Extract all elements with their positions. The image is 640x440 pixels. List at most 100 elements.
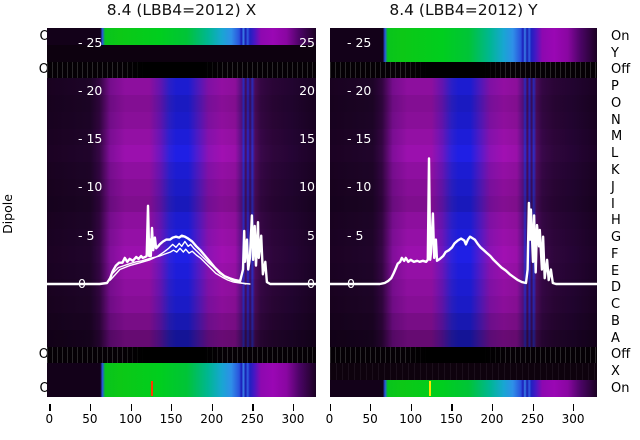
y-tick-label-inner-right: 25 [299,34,315,50]
x-tick-label: 200 [480,412,504,426]
row-label: X [611,364,620,380]
row-label: F [611,246,619,262]
heatmap-row-body [47,329,316,347]
row-label: N [611,112,621,128]
x-tick-label: 0 [45,412,54,426]
heatmap-row-body [47,313,316,330]
heatmap-row-body [47,296,316,314]
row-label: K [611,163,620,178]
x-tick [89,404,92,411]
x-tick-label: 0 [325,412,334,426]
heatmap-row-body [330,111,597,129]
x-tick-label: 150 [159,412,183,426]
x-tick [292,404,295,411]
x-tick [171,404,173,411]
heatmap-row-body [330,262,597,280]
x-tick [49,404,51,411]
heatmap-row-body [330,229,597,246]
heatmap-row-green [47,28,316,45]
x-tick-label: 250 [521,412,544,426]
heatmap-row-body [47,162,316,179]
heatmap-row-body [330,296,597,314]
heatmap-row-body [47,195,316,213]
heatmap-row-body [47,178,316,196]
y-tick-label-inner-right: 0 [307,276,315,291]
row-label: Off [611,62,631,78]
heatmap-row-body [47,279,316,297]
x-tick-label: 50 [362,412,378,426]
x-tick-label: 200 [200,412,224,426]
row-label: P [611,79,619,95]
x-tick [532,404,534,411]
heatmap-row-body [330,145,597,163]
heatmap-row-off [330,346,597,364]
x-tick-label: 50 [82,412,98,426]
x-tick [252,404,254,411]
row-label: On [611,28,630,44]
y-tick-label-inner-right: 5 [307,227,315,243]
x-tick [491,404,494,411]
y-tick-label-inner-left: - 5 [78,227,95,243]
heatmap-row-body [330,195,597,213]
heatmap-row-body [330,78,597,96]
y-tick-label-inner-left: - 15 [347,131,372,147]
row-label: I [611,196,615,212]
heatmap-row-body [330,329,597,347]
x-tick-label: 250 [240,412,264,426]
heatmap-row-body [47,128,316,146]
row-label: E [611,263,620,279]
heatmap-row-body [47,95,316,112]
heatmap-row-body [47,145,316,163]
y-tick-label-inner-left: 0 [78,276,86,291]
y-tick-label-inner-left: - 10 [78,179,103,195]
heatmap-row-body [330,95,597,112]
heatmap-row-green [330,28,597,45]
heatmap-row-green [330,44,597,62]
row-label: B [611,313,620,329]
x-tick [573,404,575,411]
row-label: Y [611,45,619,61]
x-tick-label: 300 [281,412,305,426]
row-label: L [611,146,619,162]
row-label: J [611,179,615,195]
heatmap-row-green [47,363,316,381]
row-label: H [611,213,621,229]
y-tick-label-inner-right: 10 [299,179,315,195]
row-label: Off [611,347,631,363]
y-tick-label-inner-left: - 15 [78,131,103,147]
heatmap-row-green [47,380,316,397]
x-tick [329,404,331,411]
y-tick-label-inner-right: 20 [299,82,315,98]
heatmap-row-dark [330,363,597,381]
x-tick [211,404,214,411]
y-tick-label-inner-right: 15 [299,131,315,147]
row-label: On [611,380,630,396]
x-tick [370,404,372,411]
y-tick-label-inner-left: - 25 [78,34,103,50]
x-tick [451,404,453,411]
x-tick-label: 100 [119,412,142,426]
heatmap-row-body [47,245,316,263]
heatmap-row-body [330,128,597,146]
heatmap-row-black [47,44,316,62]
panel-y: - 25 - 20 - 15 - 10 - 5 0 [330,28,597,397]
row-labels-right: On Y Off P O N M L K J I H G F E D C B A Off X On [611,28,640,397]
heatmap-row-body [330,279,597,297]
x-tick-label: 100 [399,412,423,426]
row-label: C [611,297,621,313]
x-tick [410,404,413,411]
panel-title-x: 8.4 (LBB4=2012) X [106,1,257,19]
x-tick [130,404,132,411]
x-tick-label: 150 [439,412,463,426]
panel-title-y: 8.4 (LBB4=2012) Y [389,1,538,19]
heatmap-row-body [330,245,597,263]
panel-x: - 25 - 20 - 15 - 10 - 5 0 25 20 15 10 5 0 [47,28,316,397]
row-label: D [611,280,622,296]
row-label: G [611,230,622,246]
y-tick-label-inner-left: - 10 [347,179,372,195]
heatmap-row-body [47,78,316,96]
heatmap-row-body [330,162,597,179]
x-tick-label: 300 [561,412,585,426]
y-tick-label-inner-left: - 20 [347,82,372,98]
